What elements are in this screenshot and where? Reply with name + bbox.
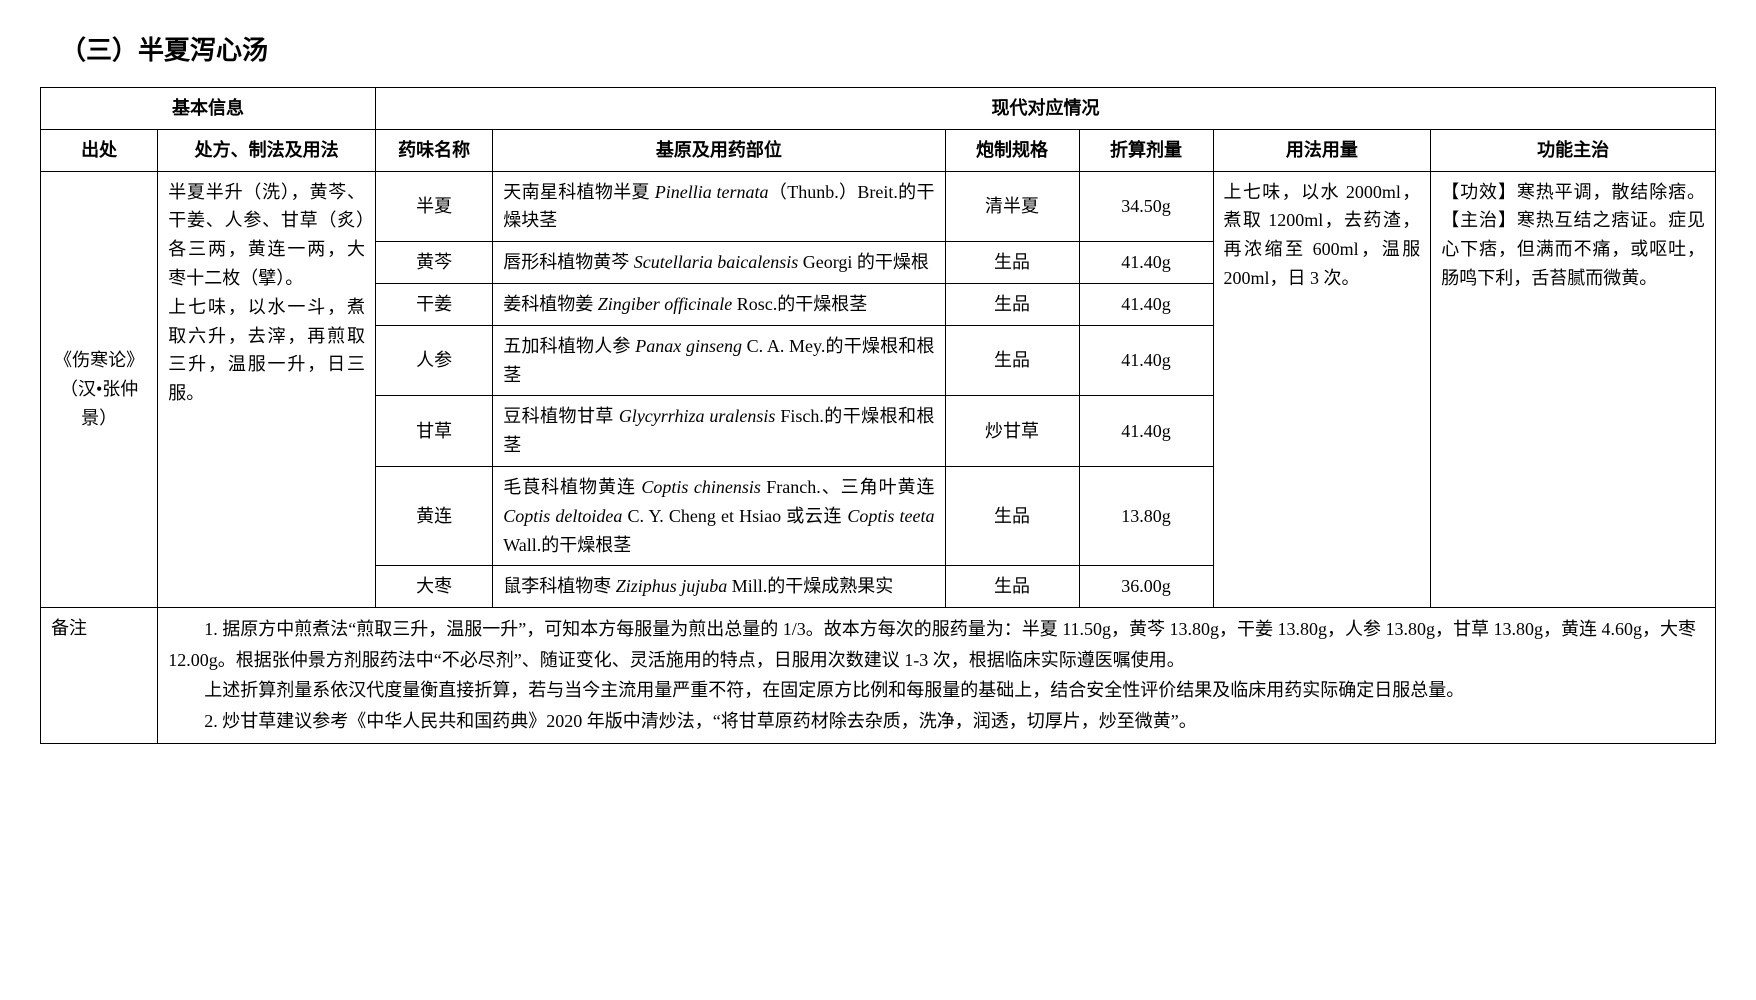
th-basic-info: 基本信息 [41, 88, 376, 130]
cell-name: 黄芩 [376, 242, 493, 284]
cell-name: 半夏 [376, 171, 493, 242]
cell-name: 甘草 [376, 396, 493, 467]
notes-label: 备注 [41, 608, 158, 743]
cell-origin: 鼠李科植物枣 Ziziphus jujuba Mill.的干燥成熟果实 [493, 566, 945, 608]
cell-name: 人参 [376, 325, 493, 396]
cell-prep: 生品 [945, 242, 1079, 284]
cell-origin: 天南星科植物半夏 Pinellia ternata（Thunb.）Breit.的… [493, 171, 945, 242]
cell-origin: 唇形科植物黄芩 Scutellaria baicalensis Georgi 的… [493, 242, 945, 284]
cell-source: 《伤寒论》（汉•张仲景） [41, 171, 158, 608]
cell-origin: 姜科植物姜 Zingiber officinale Rosc.的干燥根茎 [493, 283, 945, 325]
notes-row: 备注 1. 据原方中煎煮法“煎取三升，温服一升”，可知本方每服量为煎出总量的 1… [41, 608, 1716, 743]
cell-origin: 五加科植物人参 Panax ginseng C. A. Mey.的干燥根和根茎 [493, 325, 945, 396]
cell-prep: 炒甘草 [945, 396, 1079, 467]
th-dose: 折算剂量 [1079, 129, 1213, 171]
cell-name: 黄连 [376, 466, 493, 565]
formula-table: 基本信息 现代对应情况 出处 处方、制法及用法 药味名称 基原及用药部位 炮制规… [40, 87, 1716, 744]
cell-dose: 41.40g [1079, 396, 1213, 467]
th-name: 药味名称 [376, 129, 493, 171]
cell-name: 大枣 [376, 566, 493, 608]
cell-prep: 清半夏 [945, 171, 1079, 242]
notes-content: 1. 据原方中煎煮法“煎取三升，温服一升”，可知本方每服量为煎出总量的 1/3。… [158, 608, 1716, 743]
th-func: 功能主治 [1431, 129, 1716, 171]
cell-prep: 生品 [945, 283, 1079, 325]
cell-dose: 36.00g [1079, 566, 1213, 608]
cell-dose: 13.80g [1079, 466, 1213, 565]
th-recipe: 处方、制法及用法 [158, 129, 376, 171]
cell-origin: 毛茛科植物黄连 Coptis chinensis Franch.、三角叶黄连 C… [493, 466, 945, 565]
cell-dose: 41.40g [1079, 283, 1213, 325]
cell-dose: 34.50g [1079, 171, 1213, 242]
th-prep: 炮制规格 [945, 129, 1079, 171]
cell-prep: 生品 [945, 566, 1079, 608]
cell-usage: 上七味，以水 2000ml，煮取 1200ml，去药渣，再浓缩至 600ml，温… [1213, 171, 1431, 608]
th-origin: 基原及用药部位 [493, 129, 945, 171]
th-source: 出处 [41, 129, 158, 171]
cell-func: 【功效】寒热平调，散结除痞。【主治】寒热互结之痞证。症见心下痞，但满而不痛，或呕… [1431, 171, 1716, 608]
cell-prep: 生品 [945, 325, 1079, 396]
cell-prep: 生品 [945, 466, 1079, 565]
th-modern: 现代对应情况 [376, 88, 1716, 130]
table-row: 《伤寒论》（汉•张仲景） 半夏半升（洗），黄芩、干姜、人参、甘草（炙）各三两，黄… [41, 171, 1716, 242]
cell-recipe: 半夏半升（洗），黄芩、干姜、人参、甘草（炙）各三两，黄连一两，大枣十二枚（擘）。… [158, 171, 376, 608]
cell-dose: 41.40g [1079, 242, 1213, 284]
cell-name: 干姜 [376, 283, 493, 325]
cell-dose: 41.40g [1079, 325, 1213, 396]
th-usage: 用法用量 [1213, 129, 1431, 171]
page-title: （三）半夏泻心汤 [60, 30, 1716, 67]
cell-origin: 豆科植物甘草 Glycyrrhiza uralensis Fisch.的干燥根和… [493, 396, 945, 467]
